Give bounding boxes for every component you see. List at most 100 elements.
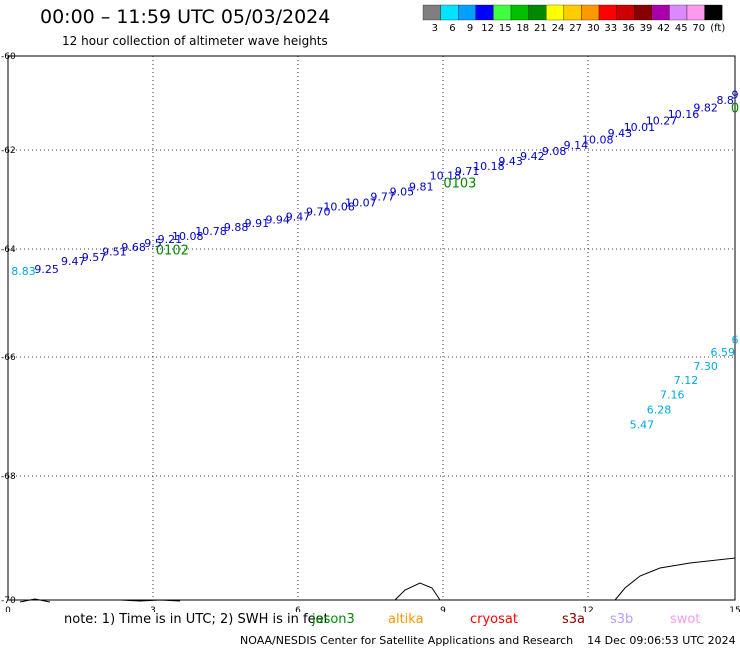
wave-height-label: 10.18 bbox=[473, 160, 505, 173]
y-tick-label: -62 bbox=[1, 146, 16, 156]
legend-swatch bbox=[475, 4, 494, 21]
wave-height-label: 10.08 bbox=[323, 200, 355, 213]
legend-swatch bbox=[440, 4, 459, 21]
sat-swot: swot bbox=[670, 612, 701, 627]
wave-height-label: 9.51 bbox=[102, 245, 127, 258]
wave-height-label: 9.94 bbox=[265, 213, 290, 226]
wave-height-label: 7.12 bbox=[674, 374, 699, 387]
wave-height-label: 6 bbox=[732, 334, 739, 347]
wave-height-label: 5.47 bbox=[630, 418, 655, 431]
legend-swatch bbox=[563, 4, 582, 21]
wave-height-label: 9.21 bbox=[158, 233, 183, 246]
wave-height-label: 9.77 bbox=[370, 190, 395, 203]
legend-swatch bbox=[528, 4, 547, 21]
legend-unit: (ft) bbox=[710, 23, 725, 34]
plot-frame bbox=[7, 55, 736, 601]
legend-tick-label: 24 bbox=[552, 23, 565, 34]
wave-height-label: 9.5 bbox=[144, 237, 162, 250]
legend-swatch bbox=[581, 4, 600, 21]
wave-height-label: 9.91 bbox=[245, 217, 270, 230]
wave-height-label: 9.05 bbox=[390, 186, 415, 199]
wave-height-label: 9.25 bbox=[34, 263, 59, 276]
wave-height-label: 9.82 bbox=[693, 101, 718, 114]
wave-height-label: 9.81 bbox=[409, 181, 434, 194]
wave-height-label: 9.43 bbox=[608, 127, 633, 140]
legend-tick-label: 15 bbox=[499, 23, 512, 34]
footer-credit: NOAA/NESDIS Center for Satellite Applica… bbox=[240, 634, 736, 647]
wave-height-label: 9.68 bbox=[121, 241, 146, 254]
wave-height-label: 10.08 bbox=[582, 133, 614, 146]
wave-height-label: 6.59 bbox=[711, 346, 736, 359]
sat-altika: altika bbox=[388, 612, 424, 627]
legend-swatch bbox=[669, 4, 688, 21]
coastline bbox=[19, 557, 736, 603]
altimeter-chart: 3 6 9 12 15 18 21 24 27 30 33 36 39 42 45 70 (ft) 0 3 6 9 12… bbox=[1, 4, 740, 612]
wave-height-label: 9.47 bbox=[286, 210, 311, 223]
note-text: note: 1) Time is in UTC; 2) SWH is in fe… bbox=[64, 612, 329, 627]
legend-tick-label: 70 bbox=[692, 23, 705, 34]
legend-swatch bbox=[493, 4, 512, 21]
x-tick-label: 6 bbox=[295, 606, 301, 612]
y-tick-label: -66 bbox=[1, 353, 16, 363]
legend-swatch bbox=[651, 4, 670, 21]
legend-swatch bbox=[704, 4, 723, 21]
legend-swatch bbox=[510, 4, 529, 21]
legend-swatch bbox=[598, 4, 617, 21]
note-row: note: 1) Time is in UTC; 2) SWH is in fe… bbox=[0, 612, 740, 630]
wave-height-label: 9.08 bbox=[542, 145, 567, 158]
x-tick-label: 15 bbox=[729, 606, 740, 612]
wave-height-label: 7.16 bbox=[660, 389, 685, 402]
legend-tick-label: 45 bbox=[675, 23, 688, 34]
legend-swatch bbox=[422, 4, 441, 21]
wave-height-label: 9.43 bbox=[498, 155, 523, 168]
legend-swatch bbox=[634, 4, 652, 21]
legend-swatch bbox=[458, 4, 476, 21]
legend-tick-label: 18 bbox=[516, 23, 529, 34]
color-legend: 3 6 9 12 15 18 21 24 27 30 33 36 39 42 45 70 (ft) bbox=[422, 4, 725, 34]
chart-subtitle: 12 hour collection of altimeter wave hei… bbox=[62, 34, 328, 48]
plot-axes: 0 3 6 9 12 15 -60 -62 -64 -66 -68 -70 bbox=[1, 52, 740, 612]
y-tick-label: -68 bbox=[1, 472, 16, 482]
x-tick-label: 12 bbox=[582, 606, 593, 612]
y-tick-label: -60 bbox=[1, 52, 16, 62]
wave-height-label: 9.47 bbox=[61, 255, 86, 268]
wave-height-label: 8.83 bbox=[11, 265, 36, 278]
wave-height-label: 9 bbox=[732, 88, 739, 101]
wave-height-label: 6.28 bbox=[647, 404, 672, 417]
legend-tick-label: 21 bbox=[534, 23, 547, 34]
y-tick-label: -70 bbox=[1, 596, 16, 606]
legend-tick-label: 36 bbox=[622, 23, 635, 34]
x-tick-label: 9 bbox=[440, 606, 446, 612]
wave-height-label: 9.14 bbox=[564, 139, 589, 152]
sat-jason3: jason3 bbox=[312, 612, 355, 627]
wave-height-label: 9.88 bbox=[224, 221, 249, 234]
time-label: 0102 bbox=[156, 243, 189, 258]
legend-tick-label: 6 bbox=[449, 23, 455, 34]
wave-height-label: 9.71 bbox=[455, 165, 480, 178]
legend-tick-label: 33 bbox=[604, 23, 617, 34]
time-label: 0 bbox=[731, 101, 739, 116]
x-tick-label: 3 bbox=[150, 606, 156, 612]
legend-swatch bbox=[616, 4, 635, 21]
sat-cryosat: cryosat bbox=[470, 612, 518, 627]
wave-height-label: 10.18 bbox=[430, 170, 462, 183]
y-tick-label: -64 bbox=[1, 245, 16, 255]
wave-height-label: 10.78 bbox=[195, 225, 227, 238]
wave-height-label: 9.70 bbox=[306, 205, 331, 218]
wave-height-label: 10.08 bbox=[172, 230, 204, 243]
wave-height-label: 10.01 bbox=[624, 121, 656, 134]
wave-height-label: 9.42 bbox=[520, 150, 545, 163]
wave-height-label: 10.27 bbox=[646, 115, 678, 128]
legend-swatch bbox=[546, 4, 564, 21]
wave-height-label: 8.8 bbox=[716, 94, 734, 107]
wave-height-label: 10.16 bbox=[668, 108, 700, 121]
legend-tick-label: 9 bbox=[467, 23, 473, 34]
legend-tick-label: 30 bbox=[587, 23, 600, 34]
sat-s3a: s3a bbox=[562, 612, 586, 627]
legend-tick-label: 39 bbox=[640, 23, 653, 34]
legend-tick-label: 3 bbox=[432, 23, 438, 34]
wave-height-label: 9.57 bbox=[82, 251, 107, 264]
legend-tick-label: 12 bbox=[481, 23, 494, 34]
legend-swatch bbox=[686, 4, 705, 21]
sat-s3b: s3b bbox=[610, 612, 634, 627]
